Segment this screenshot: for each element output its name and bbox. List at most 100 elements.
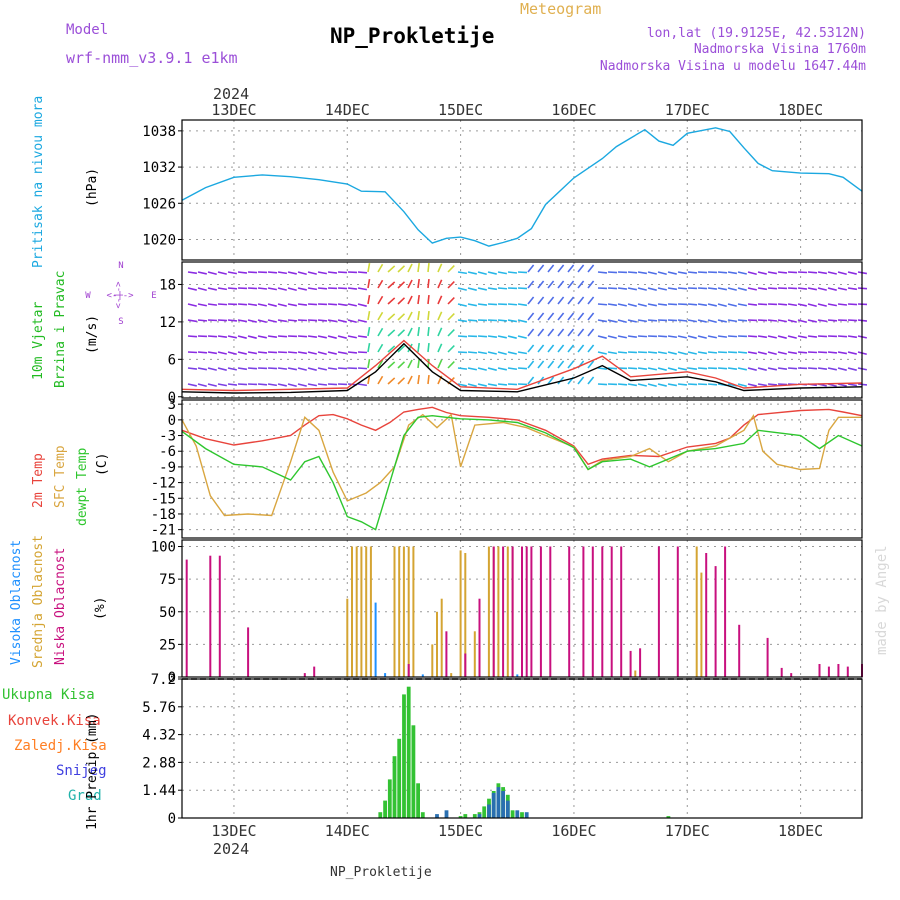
wind-arrow (657, 303, 668, 306)
wind-arrow (417, 342, 420, 353)
wind-arrow (417, 278, 420, 289)
time-label-top: 14DEC (325, 101, 370, 119)
y-tick-label: 18 (159, 277, 176, 293)
wind-arrow (597, 303, 608, 306)
wind-arrow (547, 344, 555, 353)
wind-arrow (747, 335, 758, 338)
wind-arrow (417, 374, 420, 385)
wind-arrow (697, 303, 708, 307)
wind-arrow (387, 361, 396, 369)
clouds-bar (355, 546, 358, 677)
wind-arrow (577, 312, 585, 321)
precip-legend-hail: Grad (68, 788, 102, 804)
clouds-bar (549, 546, 552, 677)
y-tick-label: 75 (159, 572, 176, 588)
wind-arrow (677, 287, 688, 290)
wind-arrow (557, 296, 565, 305)
wind-arrow (677, 351, 687, 356)
clouds-bar (634, 670, 637, 677)
wind-arrow (817, 271, 828, 275)
wind-arrow (207, 271, 217, 275)
wind-arrow (517, 287, 528, 290)
wind-arrow (357, 287, 367, 291)
wind-arrow (437, 295, 443, 305)
wind-arrow (607, 303, 618, 307)
y-tick-label: 3 (168, 397, 176, 413)
pressure-line (181, 127, 863, 247)
wind-arrow (547, 328, 555, 337)
wind-arrow (447, 313, 455, 321)
wind-arrow (577, 280, 585, 289)
wind-arrow (397, 329, 406, 337)
wind-arrow (527, 312, 535, 321)
wind-arrow (787, 271, 798, 274)
wind-arrow (837, 335, 848, 338)
panel-frame (181, 678, 863, 819)
wind-arrow (797, 303, 807, 307)
wind-arrow (637, 335, 648, 338)
wind-arrow (207, 367, 217, 371)
wind-arrow (607, 271, 618, 274)
wind-arrow (727, 367, 738, 370)
wind-arrow (437, 343, 443, 353)
clouds-bar (398, 546, 401, 677)
wind-arrow (407, 311, 413, 321)
wind-arrow (767, 351, 777, 356)
clouds-bar (384, 673, 387, 677)
wind-arrow (807, 367, 818, 370)
wind-arrow (547, 360, 555, 369)
wind-arrow (337, 351, 348, 355)
wind-arrow (417, 262, 420, 273)
wind-arrow (487, 287, 498, 291)
clouds-bar (539, 546, 542, 677)
precip-bar (458, 816, 463, 818)
wind-arrow (777, 367, 788, 370)
wind-arrow (537, 296, 545, 305)
wind-arrow (307, 383, 317, 387)
clouds-bar (846, 666, 849, 677)
time-label-bottom: 17DEC (665, 822, 710, 840)
precip-legend-frozen: Zaledj.Kisa (14, 738, 107, 754)
clouds-bar (407, 546, 410, 677)
wind-arrow (757, 271, 767, 275)
wind-arrow (807, 319, 817, 323)
y-tick-label: -15 (151, 491, 176, 507)
wind-arrow (307, 319, 318, 322)
wind-arrow (687, 335, 697, 339)
wind-arrow (637, 367, 648, 370)
wind-arrow (427, 358, 430, 369)
wind-arrow (397, 377, 406, 385)
wind-arrow (197, 287, 207, 291)
wind-compass: N <-|-> S W <-|-> E (85, 261, 156, 327)
wind-arrow (197, 271, 207, 275)
wind-arrow (277, 287, 287, 291)
panel-frame (181, 399, 863, 539)
wind-arrow (277, 335, 288, 338)
wind-arrow (787, 335, 797, 339)
clouds-bar (506, 546, 509, 677)
wind-arrow (347, 287, 358, 290)
wind-arrow (607, 319, 617, 323)
precip-bar (392, 756, 397, 818)
wind-arrow (317, 335, 327, 339)
wind-arrow (617, 335, 627, 339)
wind-arrow (257, 287, 268, 290)
time-label-top: 13DEC (211, 101, 256, 119)
wind-arrow (507, 303, 518, 306)
wind-arrow (757, 303, 768, 306)
wind-arrow (457, 303, 467, 307)
clouds-bar (610, 546, 613, 677)
compass-arrows: <-|-> (114, 281, 124, 309)
wind-arrow (377, 375, 384, 385)
temperature-line (181, 413, 862, 517)
year-top: 2024 (213, 85, 249, 103)
wind-arrow (217, 383, 227, 387)
clouds-bar (346, 598, 349, 677)
y-tick-label: 100 (151, 540, 176, 556)
wind-arrow (197, 303, 207, 307)
clouds-bar (790, 673, 793, 677)
wind-arrow (497, 383, 508, 386)
wind-arrow (247, 335, 257, 339)
precip-bar (515, 810, 520, 818)
wind-arrow (497, 335, 507, 339)
